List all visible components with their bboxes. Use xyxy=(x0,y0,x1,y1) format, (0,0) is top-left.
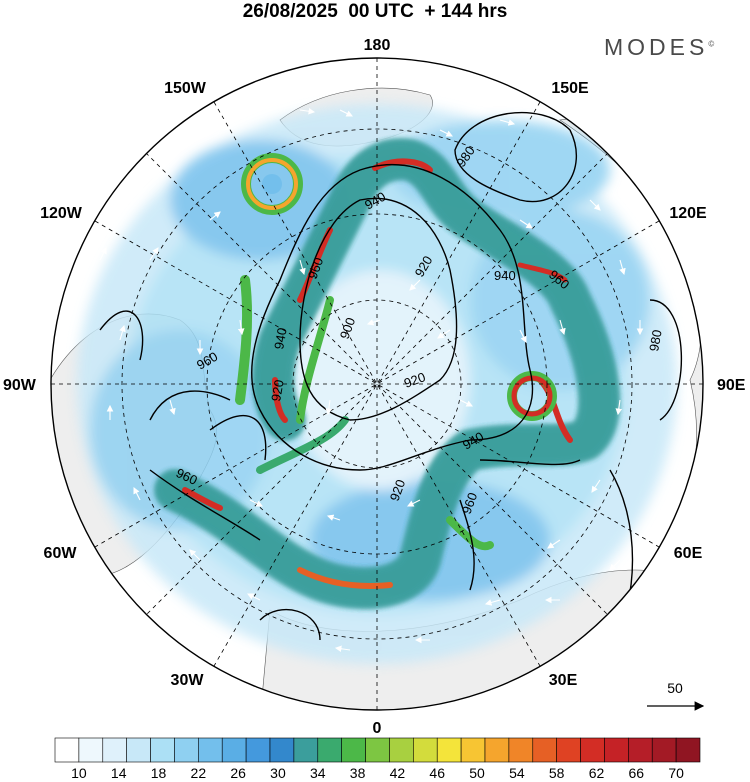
colorbar-tick-label: 38 xyxy=(350,765,366,781)
colorbar-tick-label: 50 xyxy=(469,765,485,781)
colorbar-tick-label: 62 xyxy=(589,765,605,781)
lon-label-60w: 60W xyxy=(44,545,78,562)
closed-low-nw xyxy=(241,153,303,215)
colorbar-swatch xyxy=(293,737,319,763)
map-title: 26/08/2025 00 UTC + 144 hrs xyxy=(0,0,750,24)
colorbar-swatch xyxy=(54,737,80,763)
lon-label-120w: 120W xyxy=(40,205,83,222)
colorbar-swatch xyxy=(102,737,127,763)
contour-label: 960 xyxy=(459,491,481,517)
colorbar-swatch xyxy=(651,737,677,763)
longitude-labels: 180 0 90W 90E 150W 120W 150E 120E 60W 30… xyxy=(3,37,746,737)
lon-label-90w: 90W xyxy=(3,377,37,394)
colorbar-swatch xyxy=(508,737,534,763)
contour-labels: 980 940 960 920 900 940 960 980 960 920 … xyxy=(174,143,665,516)
wind-vectors xyxy=(99,107,644,653)
contour-label: 920 xyxy=(402,369,428,391)
colorbar-swatch xyxy=(484,737,510,763)
lon-label-0: 0 xyxy=(373,720,382,737)
colorbar-tick-label: 54 xyxy=(509,765,525,781)
colorbar-swatch xyxy=(675,737,701,763)
colorbar: 10 14 18 22 26 30 34 38 42 46 50 54 58 62 66 70 xyxy=(54,737,701,781)
colorbar-swatch xyxy=(269,737,295,763)
lon-label-150e: 150E xyxy=(551,80,589,97)
lon-label-180: 180 xyxy=(364,37,391,54)
lon-label-60e: 60E xyxy=(674,545,703,562)
colorbar-tick-label: 70 xyxy=(668,765,684,781)
forecast-date: 26/08/2025 xyxy=(242,1,338,22)
lon-label-30w: 30W xyxy=(171,672,205,689)
colorbar-tick-label: 26 xyxy=(230,765,246,781)
colorbar-tick-label: 22 xyxy=(191,765,207,781)
contour-label: 900 xyxy=(337,316,359,342)
colorbar-tick-label: 14 xyxy=(111,765,127,781)
lon-label-120e: 120E xyxy=(669,205,707,222)
colorbar-tick-label: 18 xyxy=(151,765,167,781)
reference-vector: 50 xyxy=(647,680,705,711)
map-boundary xyxy=(50,57,704,711)
colorbar-swatch xyxy=(436,737,462,763)
colorbar-swatch xyxy=(604,737,629,763)
secondary-jets xyxy=(235,275,494,551)
colorbar-tick-label: 10 xyxy=(71,765,87,781)
geopotential-contours xyxy=(99,111,682,651)
colorbar-swatch xyxy=(580,737,605,763)
lon-label-30e: 30E xyxy=(549,672,578,689)
colorbar-tick-label: 66 xyxy=(629,765,645,781)
contour-label: 960 xyxy=(305,256,327,282)
colorbar-swatch xyxy=(389,737,414,763)
colorbar-tick-label: 34 xyxy=(310,765,326,781)
colorbar-swatch xyxy=(78,737,104,763)
colorbar-swatch xyxy=(126,737,151,763)
colorbar-tick-label: 42 xyxy=(390,765,406,781)
lon-label-150w: 150W xyxy=(164,80,207,97)
lon-label-90e: 90E xyxy=(717,377,746,394)
colorbar-swatch xyxy=(245,737,271,763)
forecast-lead: + 144 hrs xyxy=(424,1,508,22)
colorbar-swatch xyxy=(460,737,486,763)
contour-label: 940 xyxy=(271,327,290,351)
colorbar-swatch xyxy=(628,737,653,763)
contour-label: 920 xyxy=(268,379,287,403)
reference-vector-label: 50 xyxy=(667,680,683,696)
colorbar-swatch xyxy=(341,737,366,763)
colorbar-swatch xyxy=(317,737,342,763)
colorbar-swatch xyxy=(532,737,557,763)
colorbar-swatch xyxy=(221,737,247,763)
contour-label: 940 xyxy=(494,268,516,283)
brand-logo: MODES© xyxy=(604,34,715,60)
colorbar-swatch xyxy=(556,737,581,763)
forecast-time: 00 UTC xyxy=(348,1,414,22)
colorbar-swatch xyxy=(365,737,390,763)
colorbar-tick-label: 46 xyxy=(429,765,445,781)
contour-label: 920 xyxy=(387,478,409,504)
colorbar-swatch xyxy=(174,737,199,763)
colorbar-swatch xyxy=(413,737,438,763)
map-disc xyxy=(51,58,703,710)
colorbar-tick-label: 58 xyxy=(549,765,565,781)
colorbar-tick-label: 30 xyxy=(270,765,286,781)
colorbar-swatch xyxy=(150,737,175,763)
contour-label: 980 xyxy=(646,329,665,353)
colorbar-swatch xyxy=(198,737,223,763)
